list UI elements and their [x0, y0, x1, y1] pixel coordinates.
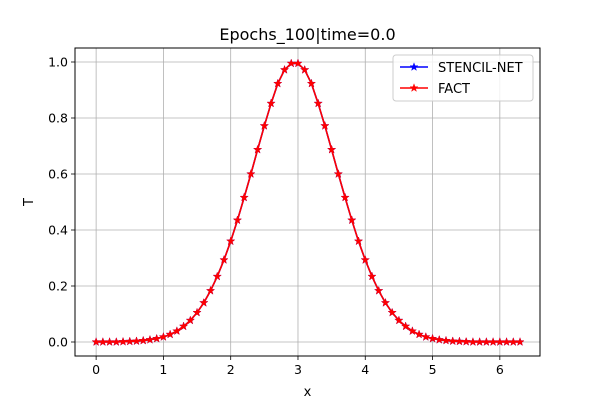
data-point-fact — [468, 337, 478, 346]
series-line-stencil-net — [96, 62, 521, 343]
axis-ticks: 0 1 2 3 4 5 6 0.0 0.2 0.4 0.6 0.8 1.0 — [48, 55, 504, 378]
data-point-fact — [434, 334, 444, 344]
data-point-fact — [192, 307, 202, 317]
data-point-fact — [246, 169, 256, 178]
data-point-fact — [145, 334, 155, 344]
data-point-fact — [158, 332, 168, 341]
data-point-fact — [118, 336, 128, 346]
data-point-fact — [98, 337, 108, 346]
data-point-fact — [360, 255, 370, 264]
data-point-fact — [347, 215, 357, 225]
data-point-fact — [232, 215, 242, 225]
data-point-fact — [441, 335, 451, 345]
data-point-fact — [212, 271, 222, 281]
data-point-fact — [219, 255, 229, 264]
data-point-fact — [481, 337, 491, 346]
x-tick-label: 6 — [496, 362, 504, 377]
data-point-fact — [259, 121, 269, 130]
data-point-fact — [488, 337, 498, 346]
data-point-fact — [279, 65, 290, 74]
y-tick-label: 1.0 — [48, 55, 68, 70]
data-point-fact — [515, 337, 525, 346]
data-point-fact — [380, 297, 391, 307]
data-point-fact — [394, 315, 404, 325]
data-point-fact — [461, 336, 471, 346]
legend-label-fact: FACT — [438, 82, 470, 97]
data-point-fact — [501, 337, 512, 346]
data-point-fact — [152, 333, 162, 343]
data-point-fact — [239, 192, 249, 202]
data-point-fact — [179, 321, 189, 331]
data-point-fact — [172, 326, 182, 335]
legend-marker-fact — [409, 83, 419, 92]
data-point-fact — [199, 297, 209, 307]
data-point-fact — [138, 335, 148, 345]
x-tick-label: 4 — [361, 362, 369, 377]
y-tick-label: 0.2 — [48, 279, 68, 294]
data-point-fact — [448, 336, 458, 346]
legend-label-stencil-net: STENCIL-NET — [438, 61, 523, 76]
chart-title: Epochs_100|time=0.0 — [219, 25, 395, 45]
x-tick-label: 5 — [429, 362, 437, 377]
data-point-fact — [407, 326, 417, 335]
data-point-fact — [293, 58, 303, 68]
data-point-fact — [300, 65, 310, 74]
x-tick-label: 0 — [92, 362, 100, 377]
data-point-fact — [421, 332, 431, 341]
y-axis-label: T — [22, 198, 37, 207]
data-point-fact — [320, 121, 330, 130]
data-point-fact — [333, 169, 343, 178]
x-tick-label: 3 — [294, 362, 302, 377]
data-point-fact — [226, 236, 236, 246]
data-point-fact — [401, 321, 411, 331]
y-tick-label: 0.4 — [48, 223, 68, 238]
series-layer — [91, 58, 525, 346]
data-point-fact — [131, 336, 142, 346]
data-point-fact — [508, 337, 518, 346]
data-point-fact — [454, 336, 465, 346]
data-point-fact — [387, 307, 397, 317]
data-point-fact — [306, 78, 317, 88]
data-point-fact — [340, 192, 350, 202]
data-point-fact — [427, 333, 438, 343]
data-point-fact — [414, 329, 424, 339]
x-tick-label: 2 — [227, 362, 235, 377]
data-point-fact — [165, 329, 175, 339]
data-point-fact — [205, 285, 216, 295]
y-tick-label: 0.8 — [48, 111, 68, 126]
data-point-fact — [313, 98, 323, 108]
data-point-fact — [353, 236, 364, 246]
data-point-fact — [327, 144, 337, 154]
data-point-fact — [185, 315, 195, 325]
x-axis-label: x — [304, 385, 312, 400]
data-point-fact — [475, 337, 485, 346]
legend-marker-stencil-net — [409, 62, 419, 71]
data-point-fact — [111, 337, 121, 346]
series-line-fact — [96, 62, 521, 343]
data-point-fact — [253, 144, 263, 154]
legend: STENCIL-NET FACT — [392, 54, 534, 102]
data-point-fact — [367, 271, 377, 281]
data-point-fact — [374, 285, 384, 295]
y-tick-label: 0.6 — [48, 167, 68, 182]
data-point-fact — [125, 336, 135, 346]
data-point-fact — [266, 98, 276, 108]
data-point-fact — [105, 337, 115, 346]
plot-frame — [74, 47, 541, 357]
x-tick-label: 1 — [159, 362, 167, 377]
data-point-fact — [273, 78, 283, 88]
y-tick-label: 0.0 — [48, 335, 68, 350]
